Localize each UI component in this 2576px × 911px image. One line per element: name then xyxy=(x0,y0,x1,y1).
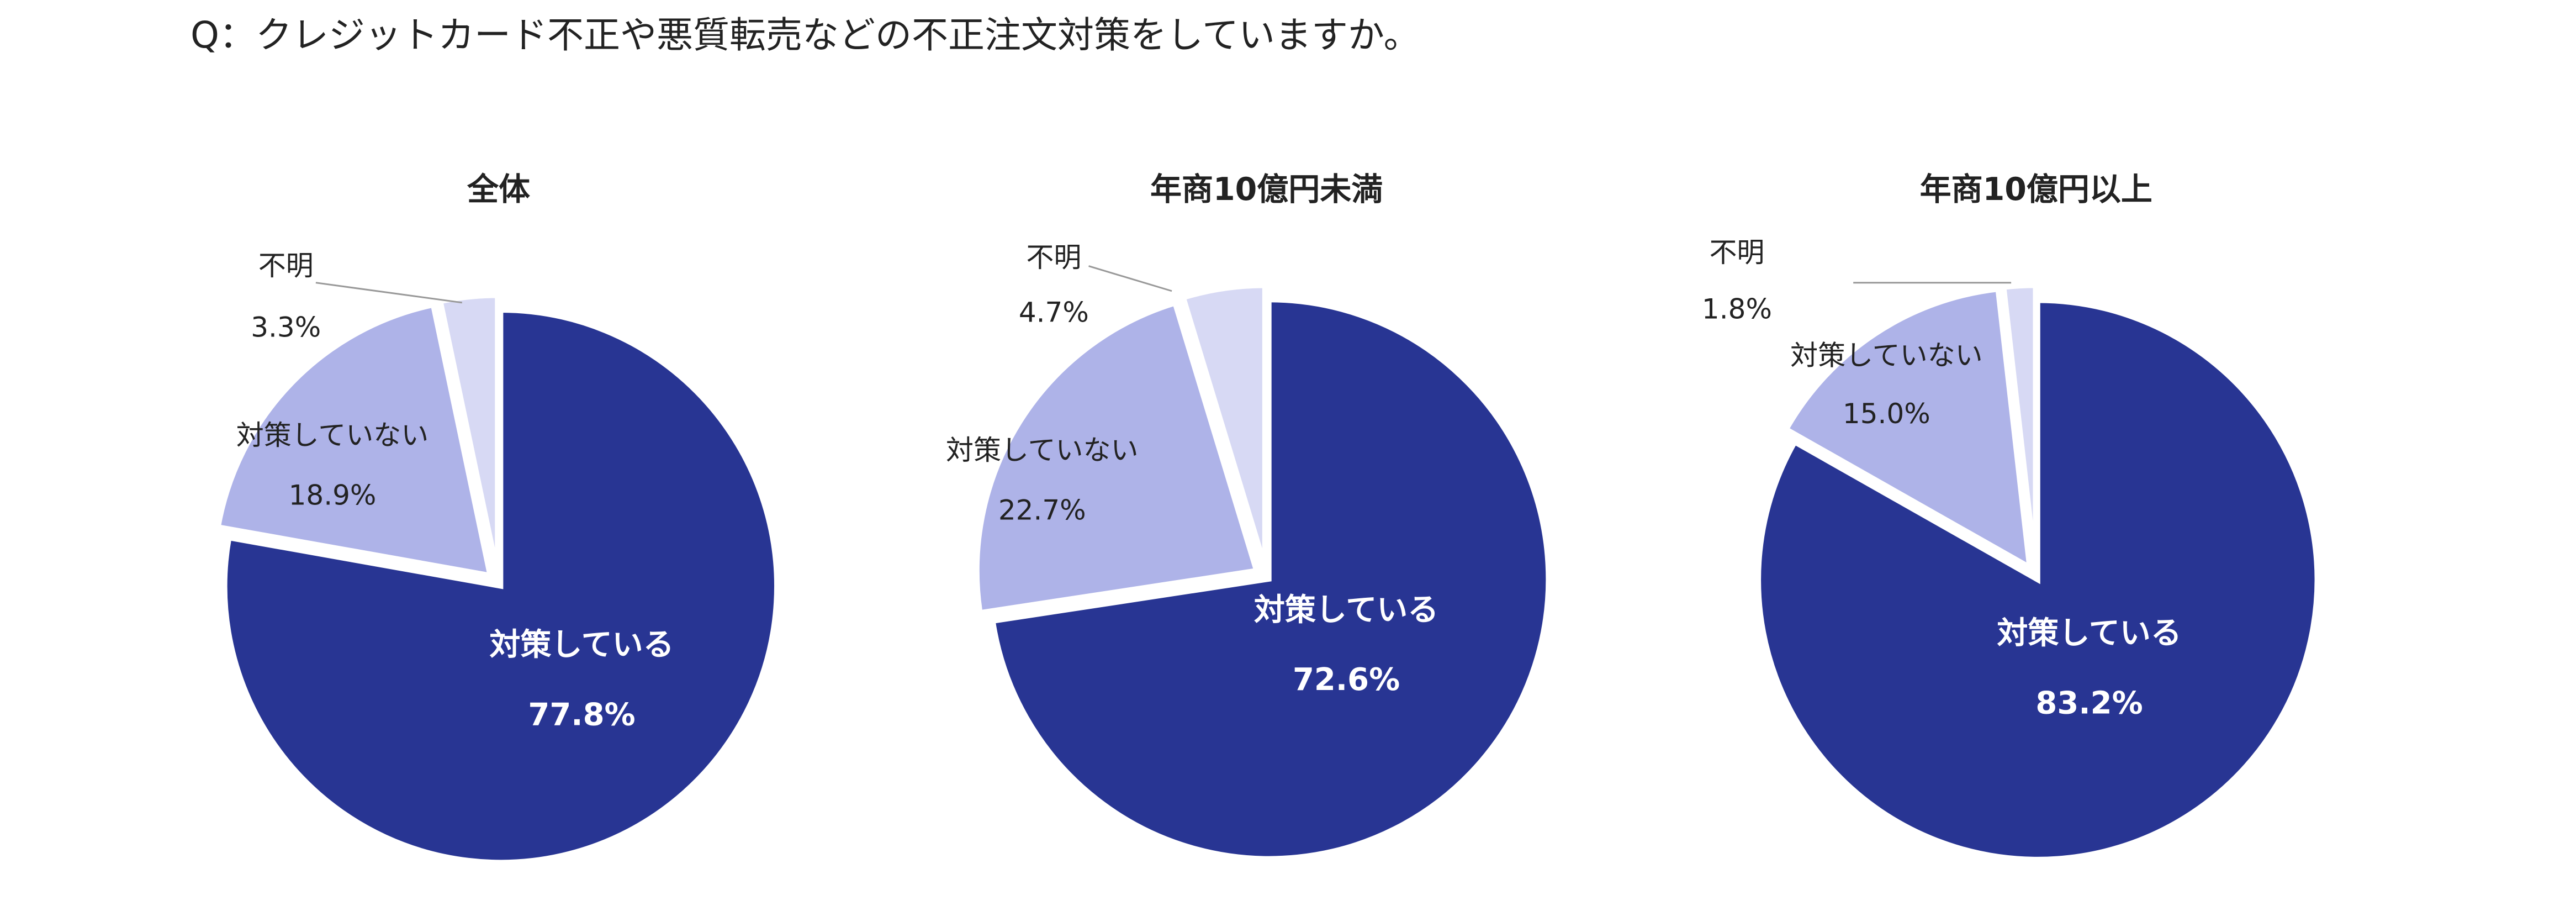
slice-value-label: 22.7% xyxy=(998,494,1086,526)
slice-label: 対策している xyxy=(489,627,674,663)
leader-line xyxy=(1088,265,1172,292)
slice-label: 対策していない xyxy=(946,434,1139,466)
pie-slice xyxy=(974,300,1260,615)
pie-slice xyxy=(2001,283,2038,566)
slice-value-label: 83.2% xyxy=(2035,685,2143,721)
pie-slice xyxy=(437,293,500,572)
pie-slice xyxy=(1180,283,1267,566)
pie-slice xyxy=(1782,286,2033,572)
chart-title: 年商10億円未満 xyxy=(1150,171,1383,208)
slice-value-label: 3.3% xyxy=(251,311,321,343)
slice-value-label: 77.8% xyxy=(528,697,635,733)
pie-slice xyxy=(990,297,1551,861)
pie-slice xyxy=(222,307,779,865)
pie-slice xyxy=(215,302,493,578)
slice-value-label: 72.6% xyxy=(1293,662,1400,698)
chart-title: 年商10億円以上 xyxy=(1920,171,2152,208)
slice-label: 対策していない xyxy=(1790,340,1983,372)
pie-slice xyxy=(1756,298,2320,862)
page-title: Q：クレジットカード不正や悪質転売などの不正注文対策をしていますか。 xyxy=(191,14,1420,56)
leader-line xyxy=(315,282,462,304)
slice-label: 不明 xyxy=(1709,236,1764,268)
slice-label: 対策していない xyxy=(236,419,429,451)
slice-value-label: 15.0% xyxy=(1843,398,1930,430)
slice-value-label: 18.9% xyxy=(289,479,377,511)
chart-title: 全体 xyxy=(467,171,530,208)
slice-label: 不明 xyxy=(1026,241,1081,273)
slice-label: 対策している xyxy=(1254,592,1438,628)
slice-label: 対策している xyxy=(1997,615,2181,651)
slice-value-label: 1.8% xyxy=(1702,293,1772,325)
slice-label: 不明 xyxy=(258,250,314,282)
slice-value-label: 4.7% xyxy=(1019,296,1089,328)
